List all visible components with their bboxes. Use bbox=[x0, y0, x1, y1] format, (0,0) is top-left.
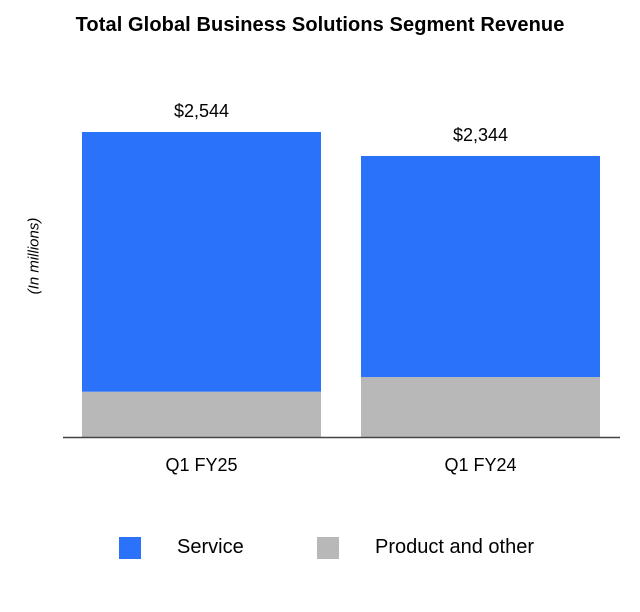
bar-product-0 bbox=[82, 391, 321, 437]
legend: Service Product and other bbox=[0, 536, 640, 560]
legend-label-product: Product and other bbox=[375, 536, 534, 558]
legend-swatch-service bbox=[119, 536, 141, 559]
chart-title: Total Global Business Solutions Segment … bbox=[75, 14, 565, 36]
legend-item-product: Product and other bbox=[317, 536, 534, 559]
x-tick-label-1: Q1 FY24 bbox=[444, 455, 516, 475]
total-label-0: $2,544 bbox=[174, 101, 229, 121]
x-tick-label-0: Q1 FY25 bbox=[165, 455, 237, 475]
legend-item-service: Service bbox=[119, 536, 244, 559]
legend-swatch-product bbox=[317, 536, 339, 559]
bar-service-0 bbox=[82, 132, 321, 392]
legend-label-service: Service bbox=[177, 536, 244, 558]
bar-service-1 bbox=[361, 155, 600, 378]
total-label-1: $2,344 bbox=[453, 125, 508, 145]
bar-product-1 bbox=[361, 377, 600, 437]
